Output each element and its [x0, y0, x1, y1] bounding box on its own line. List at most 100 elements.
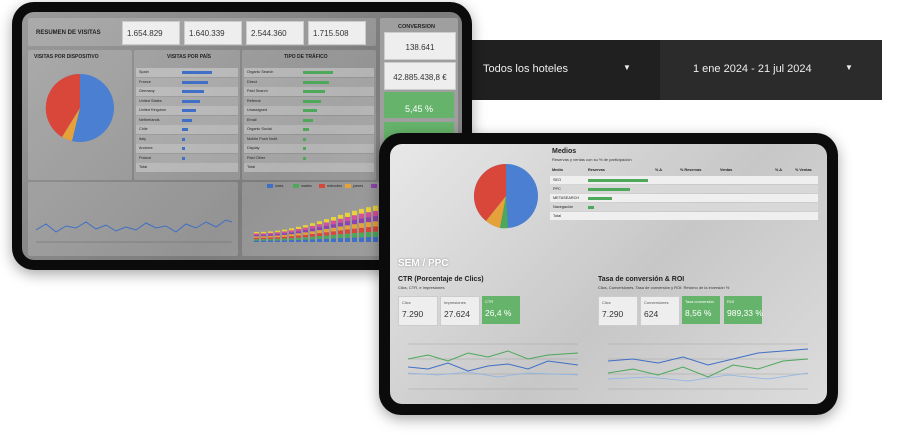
- section-title: VISITAS POR PAÍS: [167, 54, 211, 60]
- bar-segment: [324, 232, 329, 236]
- bar-segment: [331, 231, 336, 235]
- bar-segment: [282, 240, 287, 242]
- table-header: % Δ: [655, 168, 663, 172]
- kpi-card: Tasa conversión 8,56 %: [682, 296, 720, 324]
- bar-segment: [359, 227, 364, 233]
- kpi-value: 2.544.360: [251, 29, 287, 38]
- bar-segment: [317, 239, 322, 242]
- bar-segment: [345, 225, 350, 230]
- kpi-label: Impresiones: [444, 300, 466, 305]
- date-filter[interactable]: 1 ene 2024 - 21 jul 2024: [693, 63, 812, 75]
- bar-segment: [261, 236, 266, 238]
- right-screen: Medios Reservas y ventas con su % de par…: [390, 144, 827, 404]
- bar-segment: [303, 232, 308, 235]
- row-label: Mobile Push Notif.: [247, 136, 278, 141]
- kpi-label: Clics: [402, 300, 411, 305]
- legend-swatch: [267, 184, 273, 188]
- date-filter-box[interactable]: [660, 40, 882, 100]
- bar-segment: [317, 230, 322, 234]
- section-title: SEM / PPC: [398, 258, 449, 269]
- bar-segment: [275, 240, 280, 242]
- bar-segment: [324, 225, 329, 229]
- row-label: Organic Social: [247, 127, 272, 131]
- row-bar: [302, 156, 306, 160]
- row-bar: [302, 118, 313, 122]
- bar-segment: [366, 227, 371, 233]
- kpi-value: 989,33 %: [727, 308, 763, 318]
- bar-segment: [282, 238, 287, 241]
- bar-segment: [373, 236, 378, 242]
- kpi-card: 1.715.508: [308, 21, 366, 45]
- device-pie: [45, 73, 114, 142]
- hotel-filter[interactable]: Todos los hoteles: [483, 63, 568, 75]
- row-bar: [302, 128, 309, 131]
- table-row: [244, 125, 374, 134]
- table-row: [550, 176, 818, 184]
- bar-segment: [366, 217, 371, 223]
- bar-segment: [261, 240, 266, 242]
- bar-segment: [352, 228, 357, 234]
- bar-segment: [296, 237, 301, 240]
- bar-segment: [331, 234, 336, 239]
- bar-segment: [261, 231, 266, 234]
- row-label: Spain: [139, 70, 149, 74]
- kpi-label: Conversiones: [644, 300, 669, 305]
- row-bar: [302, 80, 329, 84]
- bar-segment: [261, 234, 266, 237]
- bar-segment: [310, 239, 315, 242]
- row-label: Navegación: [553, 205, 574, 209]
- table-row: [136, 134, 238, 144]
- bar-segment: [352, 237, 357, 242]
- legend-swatch: [345, 184, 351, 188]
- bar-segment: [324, 219, 329, 223]
- bar-segment: [345, 221, 350, 226]
- row-bar: [302, 137, 306, 141]
- bar-segment: [282, 233, 287, 235]
- dropdown-arrow: ▼: [845, 63, 853, 72]
- row-bar: [181, 156, 185, 160]
- right-tablet: Medios Reservas y ventas con su % de par…: [379, 133, 838, 415]
- bar-segment: [275, 237, 280, 239]
- table-row: [550, 203, 818, 211]
- bar-segment: [296, 231, 301, 234]
- row-label: SEO: [553, 178, 562, 182]
- bar-segment: [331, 217, 336, 221]
- row-bar: [181, 137, 185, 141]
- roi-line-chart: [608, 343, 808, 390]
- bar-segment: [268, 237, 273, 239]
- visits-line-chart: [36, 219, 232, 243]
- row-bar: [181, 99, 200, 103]
- bar-segment: [268, 234, 273, 236]
- row-bar: [181, 90, 204, 93]
- legend-label: martes: [301, 184, 312, 188]
- panel-title: CTR (Porcentaje de Clics): [398, 276, 484, 283]
- bar-segment: [345, 212, 350, 217]
- table-row: [244, 153, 374, 163]
- bar-segment: [261, 239, 266, 241]
- row-bar: [181, 80, 208, 84]
- bar-segment: [338, 226, 343, 231]
- kpi-card: 1.640.339: [184, 21, 242, 45]
- panel-subtitle: Clics, Conversiones, Tasa de conversión …: [598, 285, 730, 290]
- bar-segment: [275, 232, 280, 234]
- bar-segment: [310, 223, 315, 226]
- row-bar: [588, 196, 612, 200]
- ctr-line-chart: [408, 343, 578, 390]
- bar-segment: [261, 233, 266, 235]
- row-label: Andorra: [139, 146, 153, 150]
- bar-segment: [303, 234, 308, 238]
- table-header: Reservas: [588, 168, 605, 172]
- row-bar: [181, 118, 192, 122]
- bar-segment: [345, 216, 350, 222]
- conversion-card: 42.885.438,8 €: [384, 62, 456, 90]
- kpi-value: 1.640.339: [189, 29, 225, 38]
- bar-segment: [289, 230, 294, 233]
- table-row: [550, 185, 818, 193]
- bar-segment: [268, 232, 273, 235]
- bar-segment: [324, 238, 329, 242]
- filter-bar: Todos los hoteles ▼ 1 ene 2024 - 21 jul …: [455, 40, 882, 100]
- bar-segment: [289, 238, 294, 241]
- bar-segment: [352, 215, 357, 220]
- bar-segment: [345, 233, 350, 238]
- bar-segment: [373, 226, 378, 232]
